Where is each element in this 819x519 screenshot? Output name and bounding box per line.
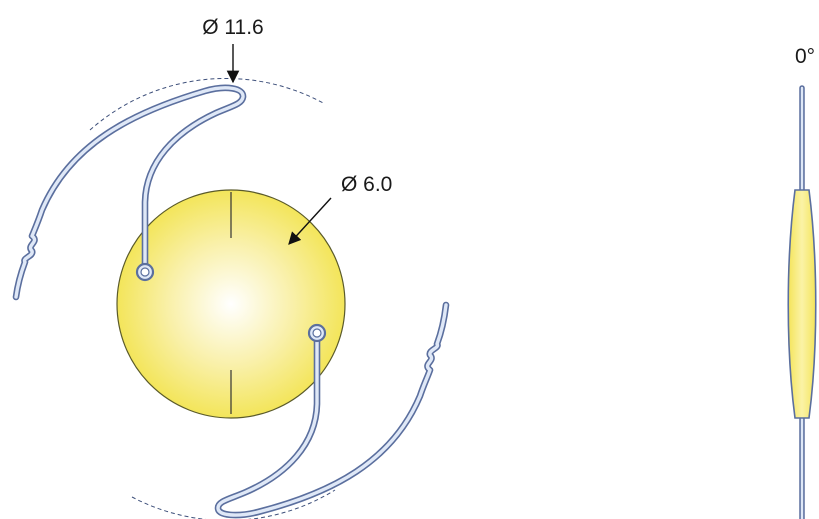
optic-diameter-label: Ø 6.0	[341, 173, 392, 196]
side-view-angle-label: 0°	[795, 45, 815, 68]
overall-diameter-label: Ø 11.6	[202, 16, 263, 39]
lens-side-view	[787, 85, 817, 519]
lower-haptic	[214, 301, 450, 519]
upper-haptic	[12, 84, 247, 301]
side-view-optic	[787, 189, 817, 419]
optic-front-view	[116, 189, 346, 419]
overall-diameter-reference-arc-bottom	[131, 489, 336, 519]
optic-diameter-arrow	[288, 197, 332, 245]
optic-disc	[116, 189, 346, 419]
overall-diameter-reference-arc-top	[89, 77, 326, 131]
